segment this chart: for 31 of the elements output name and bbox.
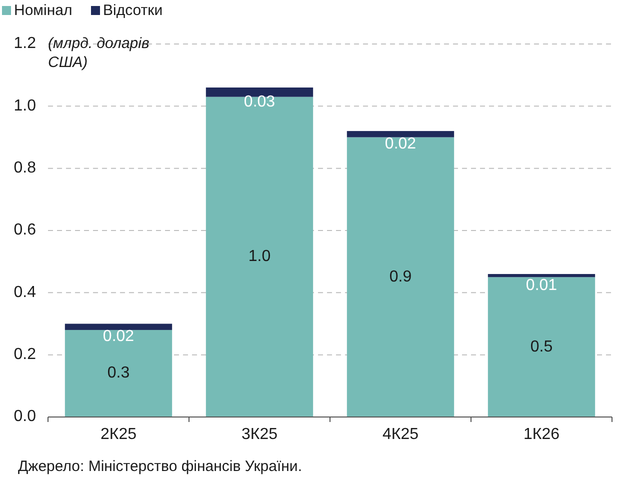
bar [206, 88, 314, 97]
bar [488, 277, 596, 417]
x-tick-label: 3К25 [241, 426, 278, 443]
y-axis-title: (млрд. доларів США) [48, 35, 150, 71]
bar [346, 131, 454, 138]
y-tick-label: 1.0 [14, 97, 36, 114]
data-label: 1.0 [248, 248, 271, 266]
data-label: 0.9 [389, 268, 412, 286]
bar [64, 324, 172, 330]
y-tick-label: 0.8 [14, 160, 36, 177]
bar [64, 330, 172, 417]
bar [206, 96, 314, 417]
y-tick-label: 0.4 [14, 284, 36, 301]
data-label: 0.02 [102, 328, 134, 346]
y-tick-label: 1.2 [14, 35, 36, 52]
data-label: 0.03 [244, 93, 276, 110]
y-tick-label: 0.6 [14, 222, 36, 239]
x-tick-label: 2К25 [100, 426, 137, 443]
data-label: 0.5 [530, 338, 553, 356]
x-tick-label: 4К25 [382, 426, 419, 443]
text: Джерело: Міністерство фінансів України. [18, 458, 302, 475]
y-tick-label: 0.0 [14, 408, 36, 426]
x-tick-label: 1К26 [523, 426, 560, 443]
bar [346, 137, 454, 417]
legend-label: Номінал [14, 2, 72, 19]
legend-label: Відсотки [103, 2, 163, 19]
y-tick-label: 0.2 [14, 346, 36, 364]
bar [488, 274, 596, 278]
data-label: 0.02 [384, 135, 416, 152]
data-label: 0.3 [107, 364, 130, 382]
data-label: 0.01 [526, 276, 558, 294]
